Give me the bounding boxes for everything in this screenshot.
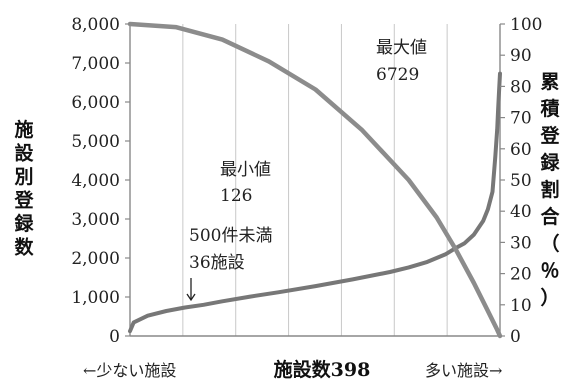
right-tick-label: 100 [510,15,542,35]
vertical-gridlines [182,24,448,336]
right-tick-label: 0 [510,327,521,347]
left-tick-label: 7,000 [71,54,120,74]
right-tick-label: 40 [510,202,532,222]
under500-annotation-label: 500件未満 [189,226,272,246]
left-tick-label: 6,000 [71,93,120,113]
plot-frame [129,24,501,337]
left-tick-label: 3,000 [71,210,120,230]
right-tick-label: 70 [510,109,532,129]
left-tick-label: 5,000 [71,132,120,152]
cumulative-share-line [127,21,503,339]
under500-annotation-value: 36施設 [189,253,245,273]
left-tick-label: 4,000 [71,171,120,191]
left-tick-label: 0 [109,327,120,347]
left-axis-title: 施設別登録数 [13,118,34,259]
right-axis-ticks: 0 10 20 30 40 50 60 70 80 90 100 [500,15,542,347]
right-tick-label: 90 [510,46,532,66]
left-tick-label: 2,000 [71,249,120,269]
x-axis-left-label: ←少ない施設 [83,361,176,380]
min-annotation-value: 126 [220,186,252,206]
min-annotation-label: 最小値 [220,160,271,180]
right-tick-label: 10 [510,296,532,316]
x-axis-title: 施設数398 [274,358,371,381]
left-tick-label: 1,000 [71,288,120,308]
down-arrow-icon [186,278,196,302]
facility-count-line [128,71,502,334]
max-annotation-label: 最大値 [376,38,427,58]
right-axis-title: 累積登録割合（％） [539,71,560,309]
right-tick-label: 80 [510,77,532,97]
left-axis-ticks: 0 1,000 2,000 3,000 4,000 5,000 6,000 7,000 8,00… [71,15,130,347]
x-axis-right-label: 多い施設→ [425,361,502,380]
series-group [127,21,503,339]
right-tick-label: 50 [510,171,532,191]
right-tick-label: 60 [510,140,532,160]
right-tick-label: 20 [510,265,532,285]
max-annotation-value: 6729 [376,65,419,85]
right-tick-label: 30 [510,233,532,253]
left-tick-label: 8,000 [71,15,120,35]
